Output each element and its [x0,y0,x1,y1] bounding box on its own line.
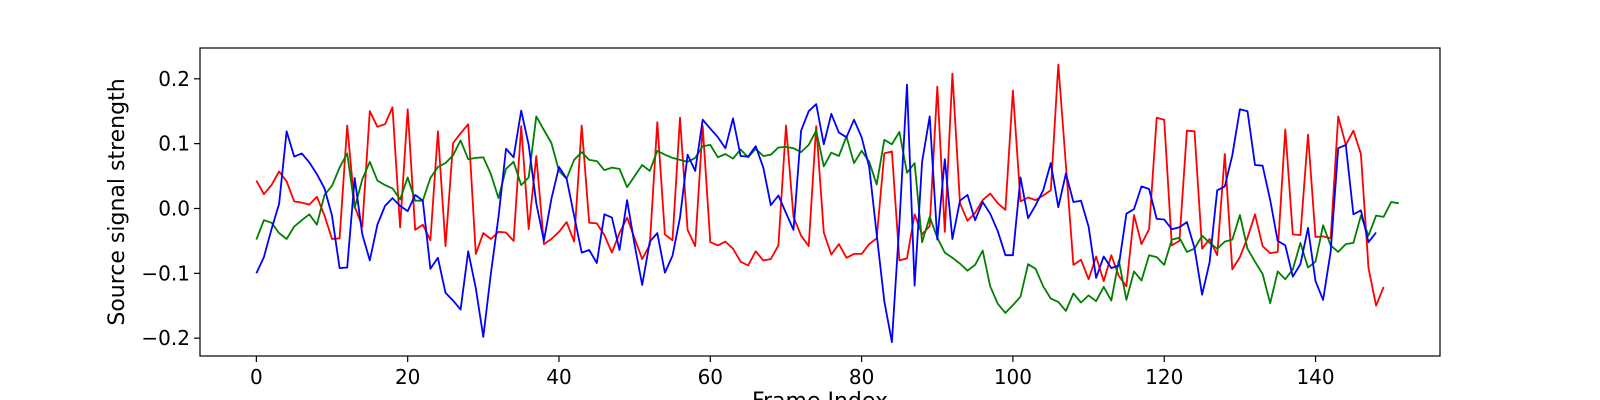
x-tick-label: 80 [849,365,874,389]
y-axis-label: Source signal strength [105,78,130,325]
x-tick-label: 120 [1145,365,1183,389]
y-tick-label: 0.1 [158,132,190,156]
series-line-1 [255,63,1385,307]
x-axis: 0 20 40 60 80 100 120 140 [250,356,1335,389]
x-tick-label: 40 [546,365,571,389]
x-tick-label: 100 [994,365,1032,389]
x-tick-label: 0 [250,365,263,389]
x-axis-label: Frame Index [752,389,888,400]
x-tick-label: 140 [1296,365,1334,389]
series-line-2 [255,115,1399,314]
y-tick-label: 0.0 [158,196,190,220]
series-layer [255,63,1399,344]
y-axis: 0.2 0.1 0.0 −0.1 −0.2 [141,67,200,350]
series-line-3 [255,83,1377,344]
x-tick-label: 60 [698,365,723,389]
y-tick-label: −0.1 [141,261,190,285]
y-tick-label: −0.2 [141,326,190,350]
y-tick-label: 0.2 [158,67,190,91]
plot-frame [199,47,1441,357]
x-tick-label: 20 [395,365,420,389]
